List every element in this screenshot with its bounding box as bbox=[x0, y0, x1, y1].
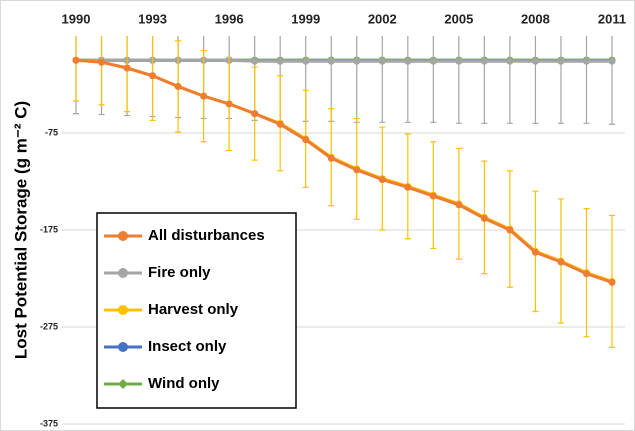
x-tick-label: 1996 bbox=[215, 11, 244, 26]
point bbox=[582, 270, 590, 278]
x-tick-label: 2002 bbox=[368, 11, 397, 26]
x-tick-label: 2011 bbox=[598, 11, 626, 26]
point bbox=[429, 192, 437, 200]
point bbox=[200, 92, 208, 100]
x-tick-label: 1990 bbox=[62, 11, 91, 26]
x-tick-label: 2008 bbox=[521, 11, 550, 26]
point bbox=[123, 64, 131, 72]
series-line bbox=[76, 58, 612, 63]
legend-label: Fire only bbox=[148, 264, 211, 281]
point bbox=[480, 214, 488, 222]
legend-label: All disturbances bbox=[148, 227, 265, 244]
point bbox=[404, 183, 412, 191]
point bbox=[531, 248, 539, 256]
point bbox=[98, 58, 106, 66]
legend-label: Harvest only bbox=[148, 301, 239, 318]
point bbox=[557, 57, 565, 65]
point bbox=[353, 57, 361, 65]
point bbox=[276, 57, 284, 65]
point bbox=[251, 57, 259, 65]
y-tick-label: -275 bbox=[40, 321, 58, 331]
y-tick-label: -375 bbox=[40, 418, 58, 428]
point bbox=[531, 57, 539, 65]
legend-label: Insect only bbox=[148, 338, 227, 355]
x-tick-label: 1993 bbox=[138, 11, 167, 26]
x-tick-label: 2005 bbox=[444, 11, 473, 26]
point bbox=[506, 226, 514, 234]
legend-label: Wind only bbox=[148, 375, 220, 392]
point bbox=[174, 82, 182, 90]
point bbox=[378, 176, 386, 184]
y-axis-label: Lost Potential Storage (g m⁻² C) bbox=[11, 101, 30, 359]
point bbox=[429, 57, 437, 65]
legend-marker bbox=[118, 231, 128, 241]
y-tick-label: -175 bbox=[40, 224, 58, 234]
point bbox=[302, 136, 310, 144]
series-line bbox=[75, 58, 613, 284]
point bbox=[251, 110, 259, 118]
point bbox=[506, 57, 514, 65]
point bbox=[72, 56, 80, 64]
legend-marker bbox=[118, 342, 128, 352]
legend-marker bbox=[118, 305, 128, 315]
y-tick-label: -75 bbox=[45, 127, 58, 137]
point bbox=[455, 201, 463, 209]
point bbox=[327, 154, 335, 162]
legend-marker bbox=[118, 268, 128, 278]
point bbox=[225, 100, 233, 108]
x-tick-label: 1999 bbox=[291, 11, 320, 26]
point bbox=[557, 258, 565, 266]
point bbox=[608, 278, 616, 286]
point bbox=[353, 166, 361, 174]
point bbox=[455, 57, 463, 65]
point bbox=[582, 57, 590, 65]
point bbox=[302, 57, 310, 65]
legend-marker bbox=[118, 379, 128, 389]
point bbox=[149, 72, 157, 80]
point bbox=[404, 57, 412, 65]
point bbox=[378, 57, 386, 65]
point bbox=[276, 120, 284, 128]
point bbox=[480, 57, 488, 65]
point bbox=[327, 57, 335, 65]
point bbox=[608, 57, 616, 65]
